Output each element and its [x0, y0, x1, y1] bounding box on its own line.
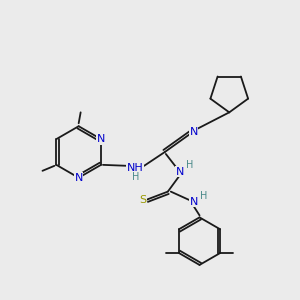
Text: NH: NH — [127, 163, 143, 173]
Text: H: H — [132, 172, 140, 182]
Text: H: H — [186, 160, 193, 170]
Text: N: N — [189, 127, 198, 137]
Text: S: S — [140, 194, 147, 205]
Text: N: N — [74, 173, 83, 183]
Text: N: N — [176, 167, 184, 177]
Text: H: H — [200, 190, 207, 201]
Text: N: N — [97, 134, 105, 144]
Text: N: N — [189, 196, 198, 206]
